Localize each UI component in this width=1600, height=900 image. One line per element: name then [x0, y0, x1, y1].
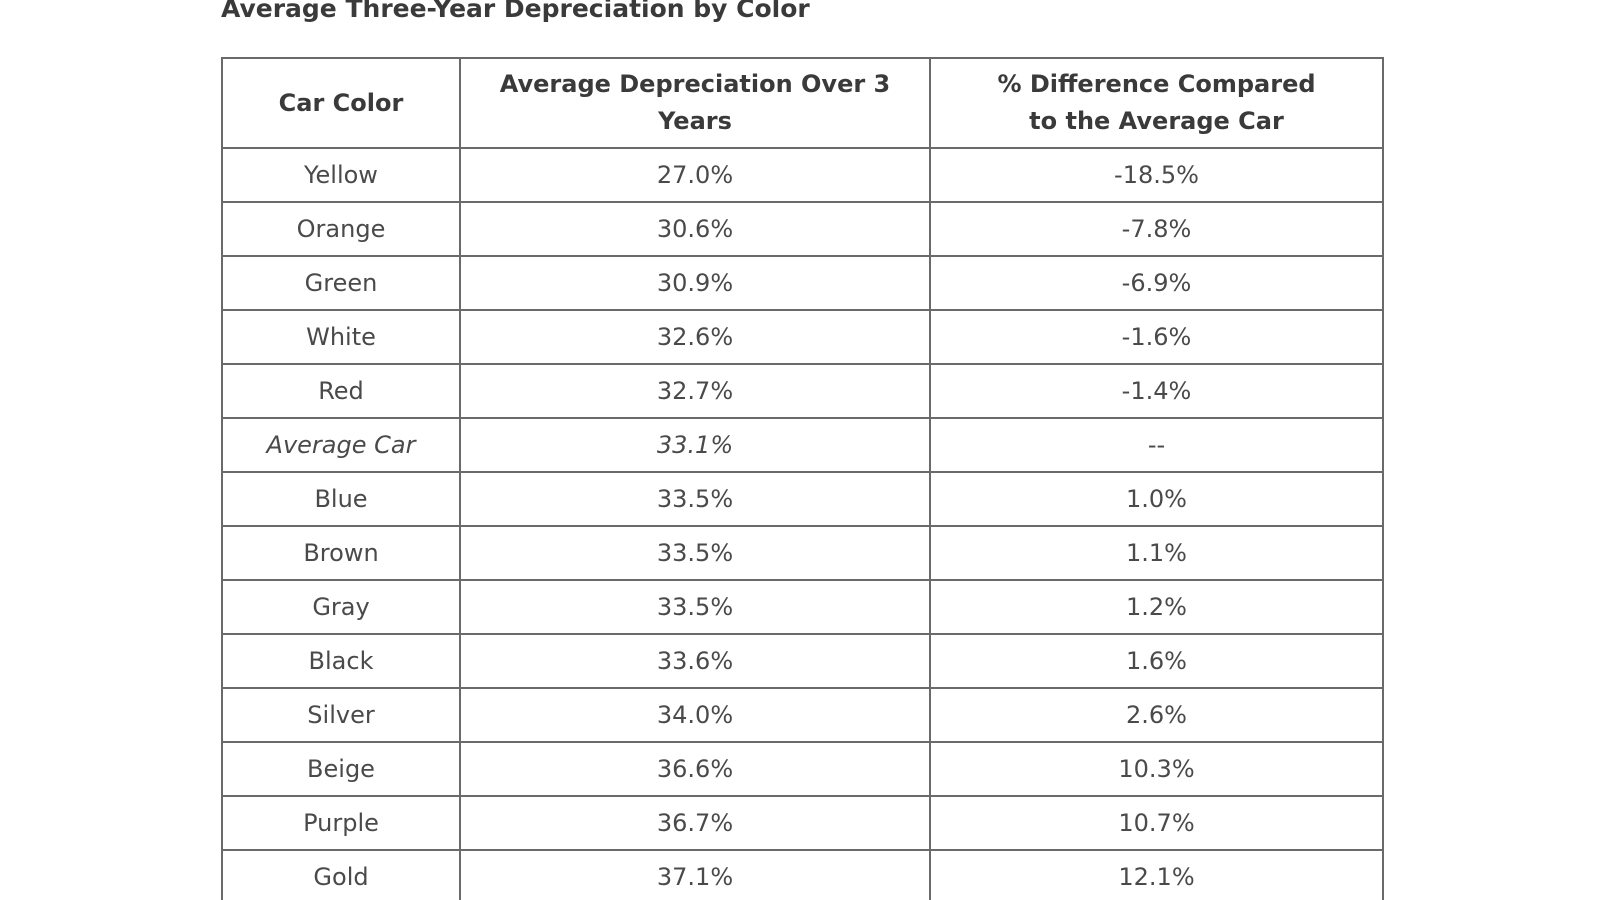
- cell-difference: 10.7%: [929, 795, 1384, 851]
- cell-depreciation: 27.0%: [459, 147, 931, 203]
- cell-car-color: Yellow: [221, 147, 461, 203]
- cell-depreciation: 37.1%: [459, 849, 931, 900]
- cell-difference: 1.2%: [929, 579, 1384, 635]
- table-row: Blue 33.5% 1.0%: [221, 471, 1384, 527]
- cell-difference: -1.4%: [929, 363, 1384, 419]
- cell-difference: 2.6%: [929, 687, 1384, 743]
- cell-difference: -7.8%: [929, 201, 1384, 257]
- cell-depreciation: 30.9%: [459, 255, 931, 311]
- cell-difference: 1.1%: [929, 525, 1384, 581]
- table-row: Black 33.6% 1.6%: [221, 633, 1384, 689]
- cell-car-color: Green: [221, 255, 461, 311]
- cell-car-color: White: [221, 309, 461, 365]
- cell-car-color: Orange: [221, 201, 461, 257]
- cell-car-color: Average Car: [221, 417, 461, 473]
- cell-car-color: Black: [221, 633, 461, 689]
- cell-difference: 1.0%: [929, 471, 1384, 527]
- cell-car-color: Brown: [221, 525, 461, 581]
- header-average-depreciation: Average Depreciation Over 3 Years: [459, 57, 931, 149]
- cell-car-color: Purple: [221, 795, 461, 851]
- cell-depreciation: 32.6%: [459, 309, 931, 365]
- cell-depreciation: 30.6%: [459, 201, 931, 257]
- header-car-color: Car Color: [221, 57, 461, 149]
- cell-depreciation: 33.5%: [459, 525, 931, 581]
- table-row: Yellow 27.0% -18.5%: [221, 147, 1384, 203]
- header-percent-difference: % Difference Compared to the Average Car: [929, 57, 1384, 149]
- cell-depreciation: 36.6%: [459, 741, 931, 797]
- cell-car-color: Blue: [221, 471, 461, 527]
- cell-difference: 1.6%: [929, 633, 1384, 689]
- cell-depreciation: 33.5%: [459, 579, 931, 635]
- cell-depreciation: 32.7%: [459, 363, 931, 419]
- header-row: Car Color Average Depreciation Over 3 Ye…: [221, 57, 1384, 149]
- cell-depreciation: 33.1%: [459, 417, 931, 473]
- table-row: Gold 37.1% 12.1%: [221, 849, 1384, 900]
- cell-difference: --: [929, 417, 1384, 473]
- cell-car-color: Silver: [221, 687, 461, 743]
- cell-car-color: Gold: [221, 849, 461, 900]
- table-row: Gray 33.5% 1.2%: [221, 579, 1384, 635]
- cell-difference: -18.5%: [929, 147, 1384, 203]
- table-row: Red 32.7% -1.4%: [221, 363, 1384, 419]
- cell-difference: -6.9%: [929, 255, 1384, 311]
- cell-difference: 12.1%: [929, 849, 1384, 900]
- table-row: Beige 36.6% 10.3%: [221, 741, 1384, 797]
- cell-car-color: Red: [221, 363, 461, 419]
- cell-difference: -1.6%: [929, 309, 1384, 365]
- table-row: Green 30.9% -6.9%: [221, 255, 1384, 311]
- cell-difference: 10.3%: [929, 741, 1384, 797]
- table-row: Silver 34.0% 2.6%: [221, 687, 1384, 743]
- table-row: Brown 33.5% 1.1%: [221, 525, 1384, 581]
- cell-depreciation: 36.7%: [459, 795, 931, 851]
- cell-car-color: Beige: [221, 741, 461, 797]
- cell-depreciation: 33.6%: [459, 633, 931, 689]
- table-header: Car Color Average Depreciation Over 3 Ye…: [221, 57, 1384, 149]
- cell-depreciation: 34.0%: [459, 687, 931, 743]
- depreciation-table: Car Color Average Depreciation Over 3 Ye…: [221, 57, 1384, 900]
- table-row: Purple 36.7% 10.7%: [221, 795, 1384, 851]
- cell-depreciation: 33.5%: [459, 471, 931, 527]
- table-row: White 32.6% -1.6%: [221, 309, 1384, 365]
- cell-car-color: Gray: [221, 579, 461, 635]
- table-body: Yellow 27.0% -18.5% Orange 30.6% -7.8% G…: [221, 147, 1384, 900]
- table-row: Orange 30.6% -7.8%: [221, 201, 1384, 257]
- average-car-row: Average Car 33.1% --: [221, 417, 1384, 473]
- table-title: Average Three-Year Depreciation by Color: [221, 0, 810, 23]
